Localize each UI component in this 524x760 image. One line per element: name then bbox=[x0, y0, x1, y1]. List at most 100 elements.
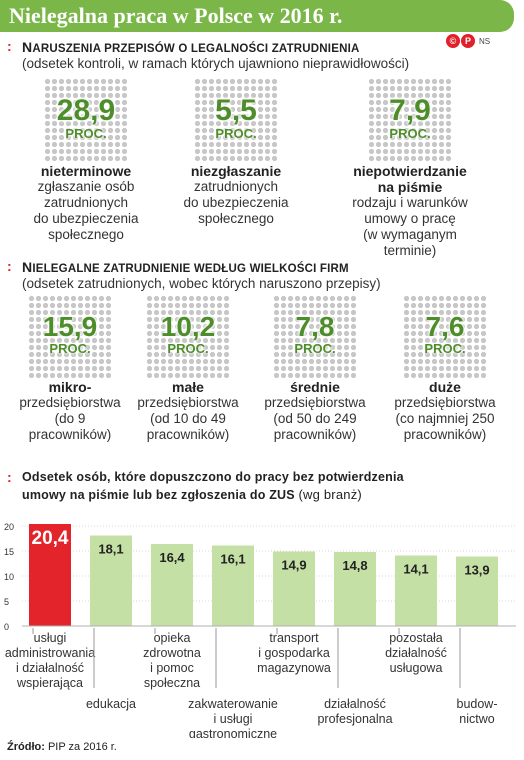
header-bar bbox=[0, 0, 514, 32]
section1-label-bold: na piśmie bbox=[377, 179, 443, 195]
category-label: usługowa bbox=[390, 661, 443, 675]
category-label: społeczna bbox=[144, 676, 200, 690]
category-label: i działalność bbox=[16, 661, 84, 675]
bar bbox=[273, 551, 315, 626]
section3-marker: : bbox=[7, 469, 12, 485]
bar bbox=[29, 524, 71, 626]
section2-label-text: przedsiębiorstwa bbox=[394, 395, 496, 410]
section2-value: 7,8 bbox=[295, 311, 335, 342]
section1-label-text: zatrudnionych bbox=[43, 195, 129, 210]
bar-value-label: 14,1 bbox=[403, 562, 428, 577]
bar-value-label: 14,9 bbox=[281, 558, 306, 573]
section1-marker: : bbox=[7, 38, 12, 54]
bar-value-label: 18,1 bbox=[98, 542, 123, 557]
section2-unit: PROC. bbox=[294, 341, 336, 356]
section1-dot-grid bbox=[44, 78, 128, 162]
copyright-ns: NS bbox=[479, 36, 491, 46]
category-label: profesjonalna bbox=[317, 712, 392, 726]
section2-unit: PROC. bbox=[167, 341, 209, 356]
section1-dot-grid bbox=[194, 78, 278, 162]
section1-label-bold: nieterminowe bbox=[40, 163, 132, 179]
section2-label-text: (co najmniej 250 bbox=[395, 411, 495, 426]
section1-label-bold: niepotwierdzanie bbox=[353, 163, 467, 179]
bar bbox=[456, 556, 498, 626]
section1-label-text: zatrudnionych bbox=[193, 179, 279, 194]
section2-dot-grid bbox=[28, 295, 112, 379]
bar-value-label: 14,8 bbox=[342, 558, 367, 573]
category-label: pozostała bbox=[389, 631, 443, 645]
bar-value-label: 16,1 bbox=[220, 552, 245, 567]
section1-label-text: umowy o pracę bbox=[364, 211, 456, 226]
page-title: Nielegalna praca w Polsce w 2016 r. bbox=[9, 3, 343, 28]
section2-label-text: przedsiębiorstwa bbox=[137, 395, 239, 410]
y-tick-label: 10 bbox=[4, 572, 14, 582]
section1-unit: PROC. bbox=[65, 126, 107, 141]
section3-title-line1: Odsetek osób, które dopuszczono do pracy… bbox=[22, 470, 404, 484]
section2-label-bold: małe bbox=[172, 379, 204, 395]
section2-dot-grid bbox=[273, 295, 357, 379]
section2-label-text: pracowników) bbox=[146, 427, 230, 442]
category-label: zdrowotna bbox=[143, 646, 201, 660]
copyright-icon: © bbox=[446, 34, 460, 48]
section1-label-text: do ubezpieczenia bbox=[183, 195, 289, 210]
section2-label-bold: mikro- bbox=[48, 379, 92, 395]
section3-title-line2: umowy na piśmie lub bez zgłoszenia do ZU… bbox=[22, 487, 362, 502]
section1-unit: PROC. bbox=[215, 126, 257, 141]
category-label: działalność bbox=[385, 646, 447, 660]
bar-value-label: 20,4 bbox=[32, 528, 69, 549]
y-tick-label: 20 bbox=[4, 522, 14, 532]
section1-label-text: do ubezpieczenia bbox=[33, 211, 139, 226]
section1-subtitle: (odsetek kontroli, w ramach których ujaw… bbox=[22, 56, 410, 71]
section2-label-text: przedsiębiorstwa bbox=[264, 395, 366, 410]
section1-value: 5,5 bbox=[215, 94, 257, 127]
category-label: administrowania bbox=[5, 646, 95, 660]
section1-label-text: społecznego bbox=[48, 227, 124, 242]
category-label: nictwo bbox=[459, 712, 494, 726]
section2-label-text: (od 50 do 249 bbox=[273, 411, 357, 426]
category-label: budow- bbox=[457, 697, 498, 711]
bar bbox=[151, 544, 193, 626]
section2-label-bold: średnie bbox=[290, 379, 340, 395]
section2-unit: PROC. bbox=[424, 341, 466, 356]
category-label: gastronomiczne bbox=[189, 727, 277, 738]
bar bbox=[90, 535, 132, 626]
header: Nielegalna praca w Polsce w 2016 r. bbox=[0, 0, 524, 32]
y-tick-label: 0 bbox=[4, 622, 9, 632]
phonographic-icon: P bbox=[461, 34, 475, 48]
category-label: opieka bbox=[154, 631, 191, 645]
category-label: i gospodarka bbox=[258, 646, 330, 660]
copyright-badge: © P NS bbox=[446, 34, 490, 48]
bar-value-label: 13,9 bbox=[464, 563, 489, 578]
category-label: magazynowa bbox=[257, 661, 331, 675]
y-tick-label: 15 bbox=[4, 547, 14, 557]
bar bbox=[395, 555, 437, 626]
section1-unit: PROC. bbox=[389, 126, 431, 141]
section1-label-text: zgłaszanie osób bbox=[37, 179, 135, 194]
section2-title: NIELEGALNE ZATRUDNIENIE WEDŁUG WIELKOŚCI… bbox=[22, 259, 349, 275]
section1-label-text: (w wymaganym terminie) bbox=[363, 227, 457, 258]
bar-value-label: 16,4 bbox=[159, 550, 185, 565]
section2-unit: PROC. bbox=[49, 341, 91, 356]
section2-label-text: pracowników) bbox=[273, 427, 357, 442]
section2-dot-grid bbox=[146, 295, 230, 379]
section1-value: 7,9 bbox=[389, 94, 431, 127]
section2-label-text: przedsiębiorstwa bbox=[19, 395, 121, 410]
section2-label-text: (od 10 do 49 bbox=[150, 411, 226, 426]
bar bbox=[212, 545, 254, 626]
section2-subtitle: (odsetek zatrudnionych, wobec których na… bbox=[22, 276, 381, 291]
section1-value: 28,9 bbox=[56, 94, 116, 127]
section2-label-text: pracowników) bbox=[403, 427, 487, 442]
category-label: edukacja bbox=[86, 697, 136, 711]
section1-dot-grid bbox=[368, 78, 452, 162]
category-label: wspierająca bbox=[16, 676, 83, 690]
section2-label-bold: duże bbox=[429, 379, 461, 395]
section1-label-text: rodzaju i warunków bbox=[352, 195, 468, 210]
section2-marker: : bbox=[7, 258, 12, 274]
section1-title: NARUSZENIA PRZEPISÓW O LEGALNOŚCI ZATRUD… bbox=[22, 39, 360, 55]
section2-value: 15,9 bbox=[42, 311, 98, 342]
section2-label-text: (do 9 bbox=[54, 411, 86, 426]
section2-label-text: pracowników) bbox=[28, 427, 112, 442]
category-label: zakwaterowanie bbox=[188, 697, 278, 711]
section1-label-text: społecznego bbox=[198, 211, 274, 226]
